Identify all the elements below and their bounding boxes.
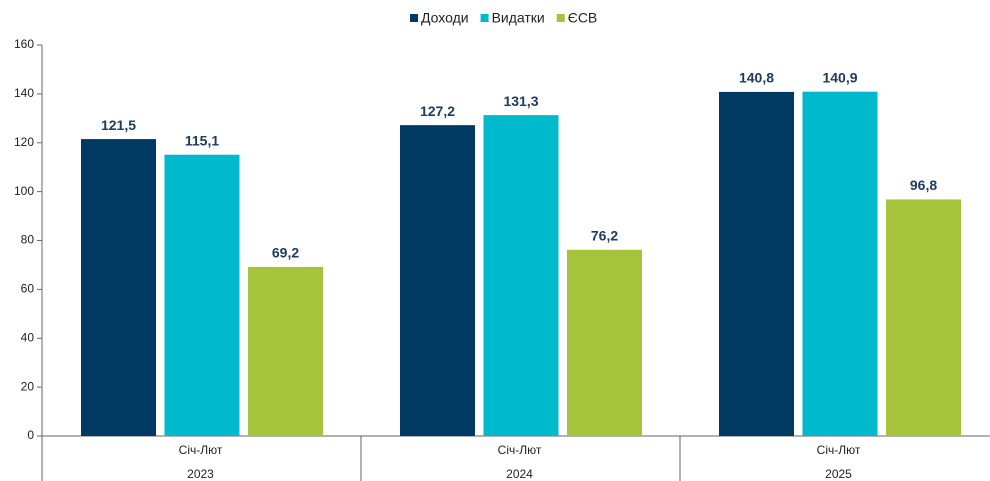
value-label: 121,5 xyxy=(101,117,136,133)
y-tick-label: 140 xyxy=(14,86,34,100)
x-group-label: 2023 xyxy=(187,467,214,481)
legend-swatch xyxy=(556,14,565,22)
value-label: 96,8 xyxy=(910,177,937,193)
legend-label: Доходи xyxy=(421,10,469,26)
value-label: 69,2 xyxy=(272,245,299,261)
y-tick-label: 20 xyxy=(21,379,35,393)
legend-swatch xyxy=(410,14,418,22)
bar xyxy=(164,154,240,437)
x-group-label: 2024 xyxy=(506,467,533,481)
legend-label: Видатки xyxy=(492,10,545,26)
bar xyxy=(81,139,156,436)
y-tick-label: 60 xyxy=(21,282,35,296)
bar xyxy=(483,115,559,437)
bar xyxy=(400,125,475,436)
y-tick-label: 120 xyxy=(14,135,34,149)
value-label: 115,1 xyxy=(185,132,219,148)
bar xyxy=(248,266,323,436)
y-tick-label: 160 xyxy=(14,37,34,51)
y-tick-label: 80 xyxy=(21,233,35,247)
x-group-label: 2025 xyxy=(825,467,852,481)
bar xyxy=(886,199,961,436)
x-tick-label: Січ-Лют xyxy=(817,443,861,457)
bar xyxy=(719,91,794,437)
value-label: 131,3 xyxy=(503,93,538,109)
value-label: 127,2 xyxy=(420,103,455,119)
x-tick-label: Січ-Лют xyxy=(498,443,542,457)
y-tick-label: 100 xyxy=(14,184,34,198)
y-tick-label: 0 xyxy=(27,428,34,442)
value-label: 140,9 xyxy=(822,69,857,85)
y-tick-label: 40 xyxy=(21,330,35,344)
legend-label: ЄСВ xyxy=(568,10,598,26)
value-label: 76,2 xyxy=(591,227,618,243)
bar xyxy=(567,249,642,436)
legend-swatch xyxy=(480,14,489,22)
value-label: 140,8 xyxy=(739,70,774,86)
bar xyxy=(802,91,878,436)
x-tick-label: Січ-Лют xyxy=(179,443,223,457)
